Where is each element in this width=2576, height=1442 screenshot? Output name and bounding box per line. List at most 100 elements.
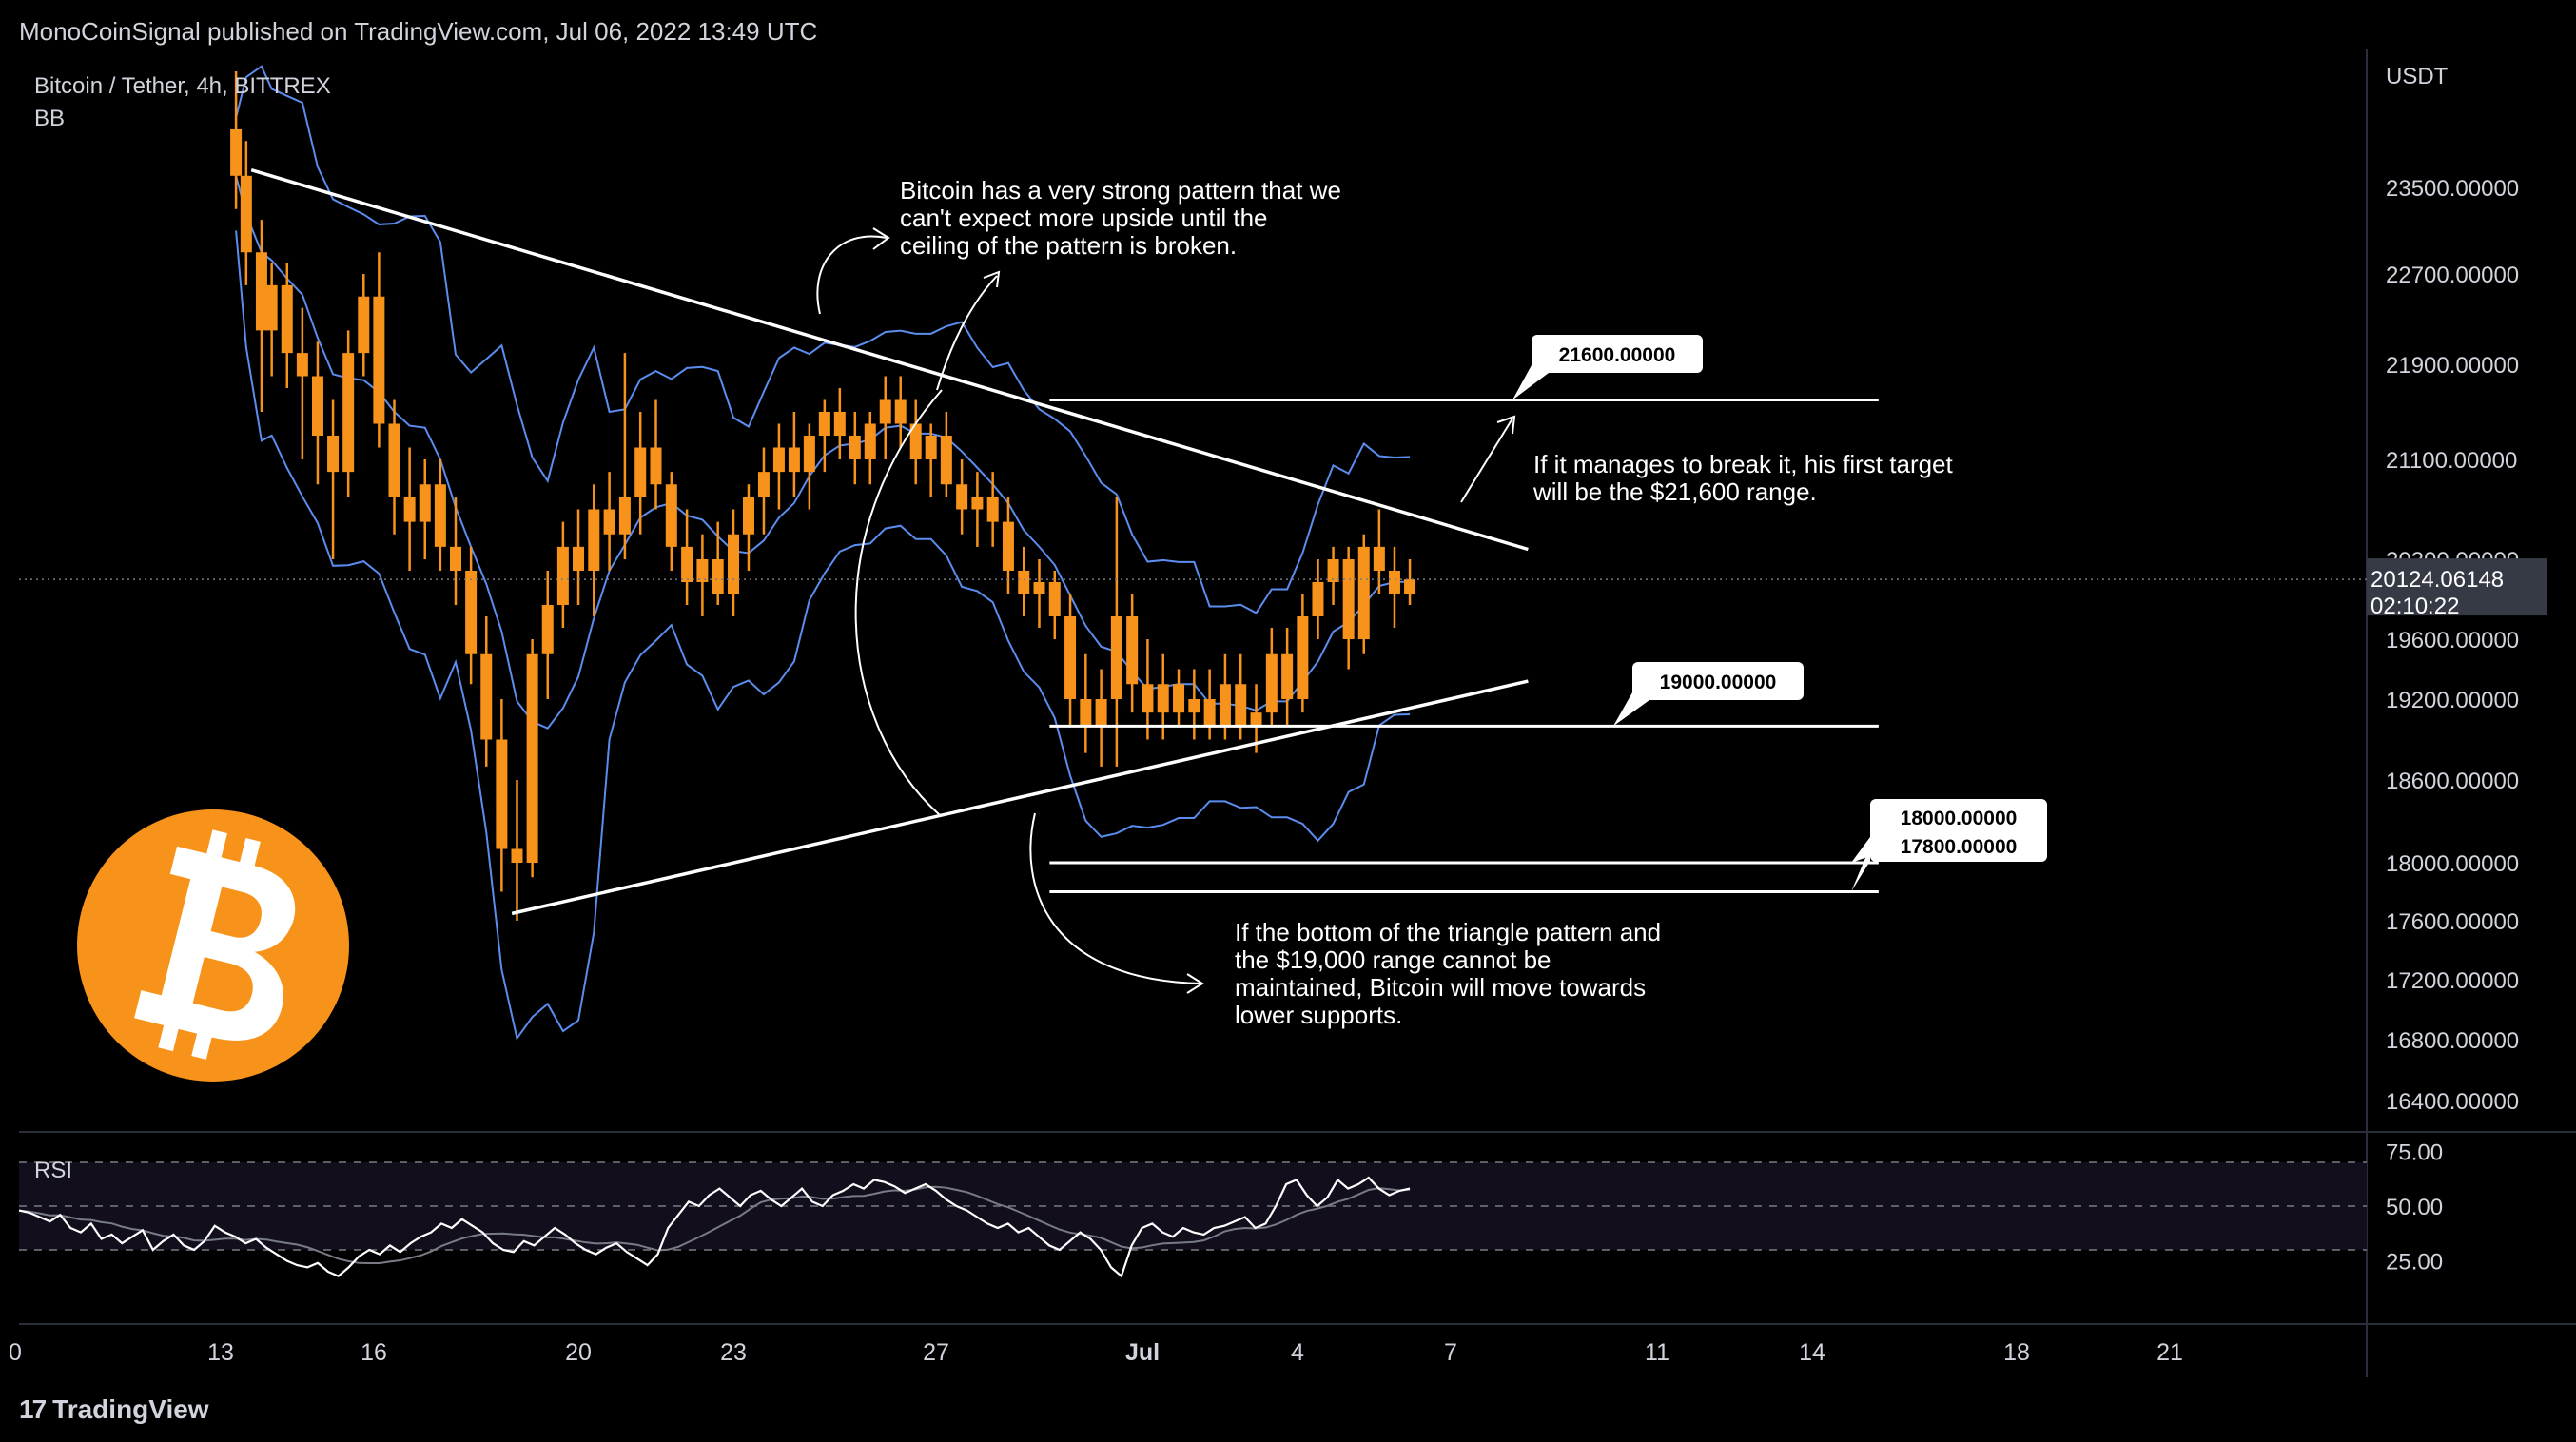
candle-body <box>388 423 400 497</box>
candle-body <box>281 284 293 354</box>
rsi-label[interactable]: RSI <box>34 1158 72 1183</box>
indicator-label[interactable]: BB <box>34 106 65 131</box>
candle-body <box>327 436 340 473</box>
candle-body <box>573 546 584 571</box>
candle-body <box>803 436 815 473</box>
annotation-arrowhead <box>983 270 1001 288</box>
candle-body <box>1095 699 1107 727</box>
price-tick: 17200.00000 <box>2386 968 2519 994</box>
rsi-line <box>18 1176 1411 1278</box>
tradingview-logo[interactable]: 17 TradingView <box>19 1394 209 1425</box>
candle-body <box>1297 616 1309 699</box>
time-axis-ticks[interactable]: 0 13 16 20 23 27 Jul 4 7 11 14 18 21 <box>9 1339 2183 1366</box>
rsi-tick: 75.00 <box>2386 1140 2443 1166</box>
candle-body <box>511 848 523 863</box>
footer: 17 TradingView <box>0 1377 2576 1442</box>
annotation-line: the $19,000 range cannot be <box>1235 945 1551 974</box>
candle-body <box>311 376 323 436</box>
candle-body <box>240 175 252 253</box>
candle-body <box>986 497 999 522</box>
candle-body <box>1173 684 1185 713</box>
rsi-moving-average <box>18 1185 1411 1265</box>
triangle-bottom[interactable] <box>511 679 1529 916</box>
bar-countdown: 02:10:22 <box>2371 594 2459 619</box>
date-tick: 13 <box>207 1339 234 1366</box>
price-tick: 22700.00000 <box>2386 263 2519 288</box>
candle-body <box>419 484 431 522</box>
candle-body <box>1080 699 1092 727</box>
candle-body <box>681 546 693 582</box>
note-target: If it manages to break it, his first tar… <box>1532 450 1954 506</box>
date-tick: Jul <box>1125 1339 1160 1366</box>
price-tick: 23500.00000 <box>2386 176 2519 202</box>
candle-body <box>541 605 554 654</box>
annotation-arrow <box>1029 812 1201 984</box>
candle-body <box>634 447 647 497</box>
candle-body <box>1250 712 1262 727</box>
candle-body <box>603 509 615 535</box>
price-tick: 18600.00000 <box>2386 769 2519 794</box>
candle-body <box>879 399 891 424</box>
price-tick: 17600.00000 <box>2386 909 2519 935</box>
candle-body <box>788 447 800 473</box>
candle-body <box>296 353 308 377</box>
candle-body <box>1142 684 1154 713</box>
bb-lower <box>235 230 1411 1041</box>
tradingview-logo-icon: 17 <box>19 1394 47 1424</box>
date-tick: 14 <box>1799 1339 1825 1366</box>
candle-body <box>588 509 600 571</box>
date-tick: 23 <box>720 1339 747 1366</box>
price-tick: 19600.00000 <box>2386 628 2519 653</box>
date-tick: 18 <box>2003 1339 2030 1366</box>
candle-body <box>1157 684 1169 713</box>
price-tick: 19200.00000 <box>2386 688 2519 713</box>
callout-text: 21600.00000 <box>1559 344 1676 366</box>
candle-body <box>403 497 416 522</box>
annotation-arrow <box>816 235 888 315</box>
candle-body <box>1126 616 1139 685</box>
candle-body <box>255 252 267 331</box>
candle-body <box>1203 699 1216 727</box>
candle-body <box>1048 582 1061 616</box>
annotation-line: maintained, Bitcoin will move towards <box>1235 973 1646 1002</box>
candle-body <box>665 484 677 547</box>
annotation-line: ceiling of the pattern is broken. <box>900 231 1237 260</box>
annotation-arrow <box>936 275 998 391</box>
price-axis-ticks[interactable]: 23500.00000 22700.00000 21900.00000 21100.0… <box>2386 176 2519 1115</box>
candle-body <box>1373 546 1385 571</box>
triangle-top[interactable] <box>250 168 1529 552</box>
annotation-arrow <box>1460 418 1513 503</box>
date-tick: 4 <box>1291 1339 1304 1366</box>
annotation-arrowhead <box>872 227 890 250</box>
candle-body <box>1235 684 1247 727</box>
callout-text: 19000.00000 <box>1660 672 1777 693</box>
note-pattern: Bitcoin has a very strong pattern that w… <box>900 176 1341 260</box>
candle-body <box>1265 653 1278 713</box>
candle-body <box>450 546 461 571</box>
candle-body <box>1188 699 1200 713</box>
last-price-badge: 20124.06148 02:10:22 <box>2367 558 2547 619</box>
candle-body <box>818 412 830 436</box>
callout-pointer <box>1851 837 1870 863</box>
date-tick: 20 <box>565 1339 592 1366</box>
price-tick: 16400.00000 <box>2386 1089 2519 1115</box>
candle-body <box>742 497 754 535</box>
candle-body <box>342 353 355 473</box>
date-tick: 16 <box>361 1339 387 1366</box>
date-tick: 0 <box>9 1339 22 1366</box>
candle-body <box>358 296 370 354</box>
rsi-tick: 50.00 <box>2386 1195 2443 1220</box>
candle-body <box>849 436 861 459</box>
candle-body <box>1219 684 1231 727</box>
date-tick: 21 <box>2156 1339 2183 1366</box>
symbol-label[interactable]: Bitcoin / Tether, 4h, BITTREX <box>34 73 331 99</box>
candle-body <box>772 447 785 473</box>
callout-box <box>1870 799 2047 862</box>
level-label-19000: 19000.00000 <box>1613 662 1804 727</box>
callout-box <box>1532 335 1703 373</box>
candle-body <box>864 423 876 459</box>
rsi-axis-ticks: 75.00 50.00 25.00 <box>2386 1140 2443 1276</box>
last-price-badge-bg <box>2367 558 2547 616</box>
price-axis-unit: USDT <box>2386 64 2449 89</box>
